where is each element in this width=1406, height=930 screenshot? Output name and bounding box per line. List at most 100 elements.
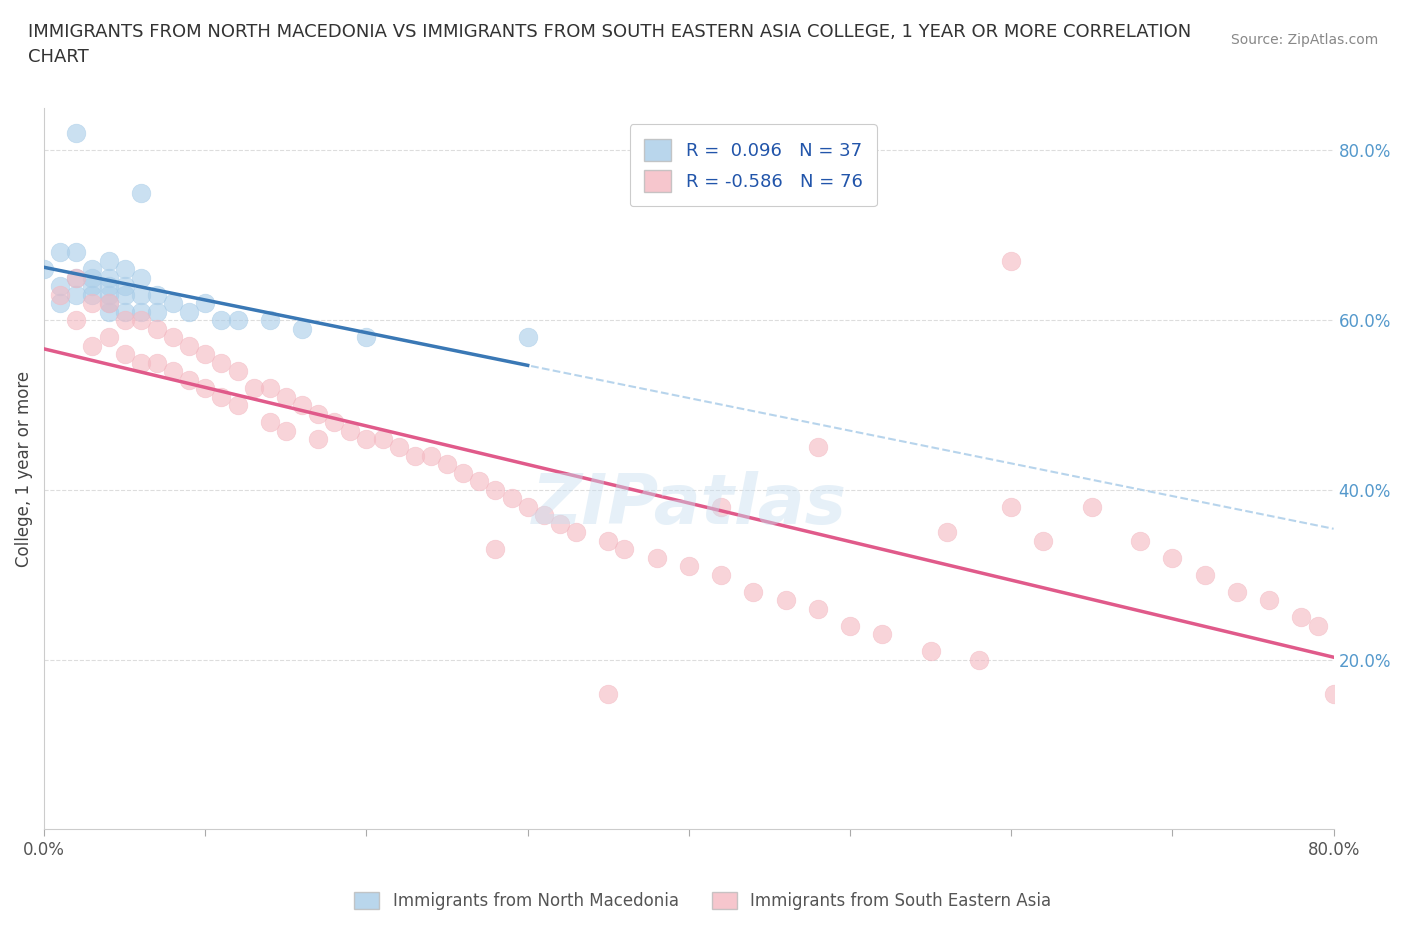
Point xyxy=(226,312,249,327)
Point xyxy=(1291,610,1313,625)
Point xyxy=(82,262,104,277)
Point xyxy=(97,271,120,286)
Point xyxy=(742,584,765,599)
Point xyxy=(162,364,184,379)
Point xyxy=(1032,534,1054,549)
Point xyxy=(146,287,169,302)
Point xyxy=(65,126,87,141)
Point xyxy=(146,321,169,336)
Point xyxy=(516,330,538,345)
Point xyxy=(645,551,668,565)
Point xyxy=(259,415,281,430)
Point xyxy=(1000,499,1022,514)
Point xyxy=(209,355,232,370)
Point xyxy=(1161,551,1184,565)
Point xyxy=(710,567,733,582)
Point xyxy=(839,618,862,633)
Point xyxy=(129,271,152,286)
Point xyxy=(82,339,104,353)
Point xyxy=(307,432,329,446)
Point xyxy=(533,508,555,523)
Point xyxy=(97,296,120,311)
Point xyxy=(242,380,264,395)
Point xyxy=(179,339,201,353)
Point xyxy=(484,483,506,498)
Point xyxy=(194,347,217,362)
Point xyxy=(49,279,72,294)
Point xyxy=(920,644,942,658)
Point xyxy=(65,271,87,286)
Point xyxy=(114,312,136,327)
Point xyxy=(436,457,458,472)
Point xyxy=(129,355,152,370)
Point xyxy=(97,287,120,302)
Point xyxy=(1000,253,1022,268)
Point xyxy=(179,372,201,387)
Legend: Immigrants from North Macedonia, Immigrants from South Eastern Asia: Immigrants from North Macedonia, Immigra… xyxy=(347,885,1059,917)
Point xyxy=(65,271,87,286)
Point xyxy=(420,448,443,463)
Point xyxy=(162,330,184,345)
Point xyxy=(97,330,120,345)
Point xyxy=(226,364,249,379)
Point xyxy=(1129,534,1152,549)
Text: IMMIGRANTS FROM NORTH MACEDONIA VS IMMIGRANTS FROM SOUTH EASTERN ASIA COLLEGE, 1: IMMIGRANTS FROM NORTH MACEDONIA VS IMMIG… xyxy=(28,23,1191,66)
Point xyxy=(82,271,104,286)
Point xyxy=(371,432,394,446)
Point xyxy=(49,245,72,259)
Point xyxy=(97,304,120,319)
Point xyxy=(1226,584,1249,599)
Point xyxy=(872,627,894,642)
Point xyxy=(259,380,281,395)
Point xyxy=(1323,686,1346,701)
Point xyxy=(82,287,104,302)
Point xyxy=(613,542,636,557)
Point xyxy=(209,389,232,404)
Point xyxy=(807,602,830,617)
Point xyxy=(49,296,72,311)
Legend: R =  0.096   N = 37, R = -0.586   N = 76: R = 0.096 N = 37, R = -0.586 N = 76 xyxy=(630,125,877,206)
Point xyxy=(146,304,169,319)
Point xyxy=(1306,618,1329,633)
Point xyxy=(678,559,700,574)
Point xyxy=(259,312,281,327)
Point xyxy=(291,398,314,413)
Point xyxy=(114,347,136,362)
Point xyxy=(97,279,120,294)
Point xyxy=(65,245,87,259)
Point xyxy=(967,652,990,667)
Point xyxy=(598,686,620,701)
Point xyxy=(935,525,957,539)
Point xyxy=(97,296,120,311)
Point xyxy=(65,312,87,327)
Point xyxy=(484,542,506,557)
Point xyxy=(274,423,297,438)
Point xyxy=(114,279,136,294)
Point xyxy=(194,296,217,311)
Point xyxy=(162,296,184,311)
Point xyxy=(548,516,571,531)
Point xyxy=(388,440,411,455)
Point xyxy=(710,499,733,514)
Point xyxy=(291,321,314,336)
Point xyxy=(307,406,329,421)
Point xyxy=(209,312,232,327)
Point xyxy=(114,262,136,277)
Point xyxy=(565,525,588,539)
Point xyxy=(274,389,297,404)
Point xyxy=(807,440,830,455)
Point xyxy=(82,279,104,294)
Point xyxy=(114,304,136,319)
Point xyxy=(404,448,426,463)
Point xyxy=(598,534,620,549)
Point xyxy=(775,592,797,607)
Point xyxy=(129,304,152,319)
Point xyxy=(129,287,152,302)
Point xyxy=(82,296,104,311)
Point xyxy=(146,355,169,370)
Point xyxy=(179,304,201,319)
Point xyxy=(49,287,72,302)
Point xyxy=(356,432,378,446)
Point xyxy=(451,466,474,481)
Point xyxy=(356,330,378,345)
